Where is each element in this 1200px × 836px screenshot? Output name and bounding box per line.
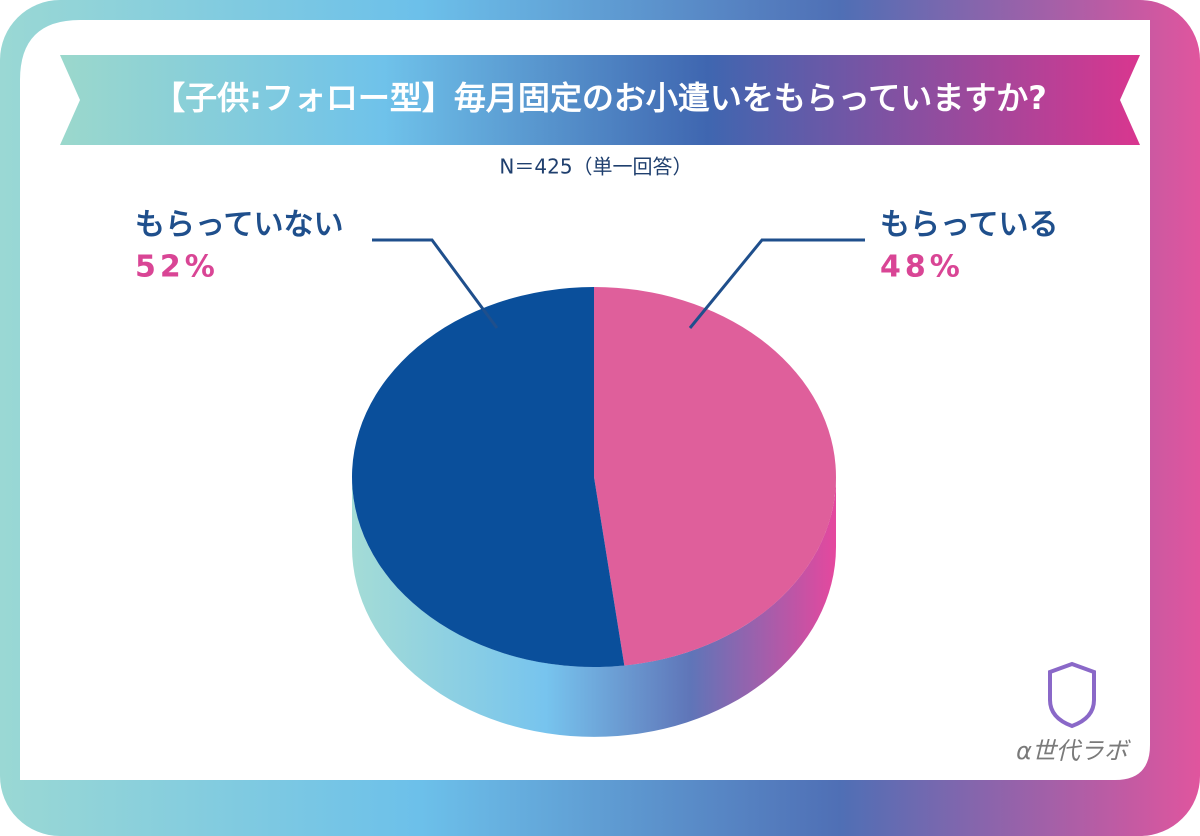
- chart-subtitle: N＝425（単一回答）: [499, 155, 692, 179]
- logo: α世代ラボ: [1016, 661, 1131, 765]
- pie-slice: [351, 287, 625, 667]
- category-label: もらっている: [880, 208, 1059, 243]
- chart-title: 【子供:フォロー型】毎月固定のお小遣いをもらっていますか?: [153, 79, 1047, 117]
- category-label: もらっていない: [135, 208, 344, 243]
- leader-line: [688, 238, 865, 329]
- logo-text: α世代ラボ: [1016, 737, 1131, 765]
- ribbon: [60, 55, 1140, 172]
- pie-side: [352, 477, 836, 737]
- leader-line: [372, 238, 499, 329]
- value-label: 48%: [880, 250, 964, 285]
- ribbon-gap: [140, 145, 1060, 175]
- pie-slice: [594, 287, 836, 666]
- value-label: 52%: [135, 250, 219, 285]
